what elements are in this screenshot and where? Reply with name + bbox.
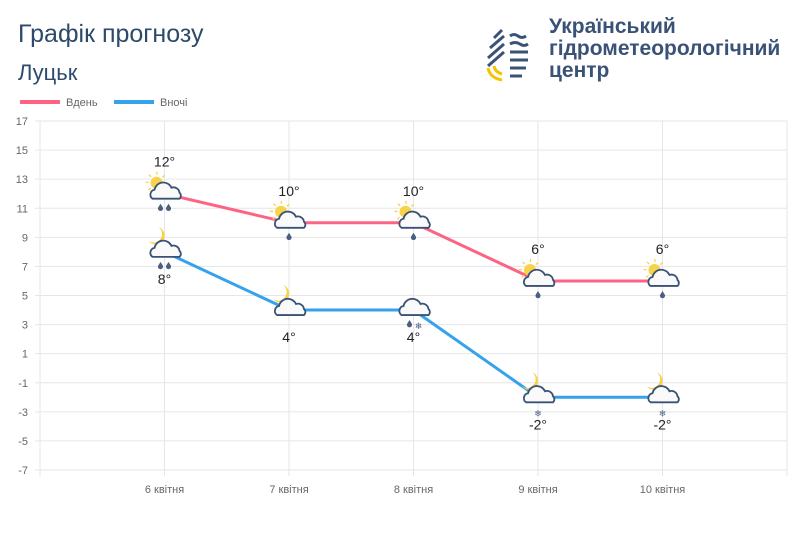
x-tick-label: 7 квітня	[269, 484, 308, 496]
y-tick-label: 1	[22, 349, 28, 361]
ray	[646, 261, 650, 265]
y-tick-label: -1	[18, 378, 28, 390]
y-tick-label: 5	[22, 291, 28, 303]
data-label: 4°	[407, 329, 420, 345]
rain-drop	[165, 203, 172, 212]
snowflake: ❄	[415, 321, 423, 331]
sun-cloud-rain-1-icon	[269, 200, 307, 241]
sun-cloud-rain-1-icon	[518, 258, 556, 299]
cloud	[274, 210, 307, 229]
city-name: Луцьк	[18, 60, 78, 85]
legend-label: Вдень	[66, 97, 98, 109]
ray	[521, 274, 525, 278]
rain-drop	[165, 261, 172, 270]
ray	[286, 203, 290, 207]
y-tick-label: 15	[16, 145, 28, 157]
y-tick-label: 7	[22, 261, 28, 273]
legend-swatch	[20, 100, 60, 104]
logo-line: гідрометеорологічний	[549, 37, 781, 60]
y-tick-label: 11	[17, 203, 28, 215]
moon	[646, 372, 663, 390]
y-tick-label: -5	[18, 436, 28, 448]
y-tick-label: -3	[18, 407, 28, 419]
sun-cloud-rain-2-icon	[145, 171, 182, 212]
legend-label: Вночі	[160, 97, 187, 109]
data-label: 6°	[656, 241, 669, 257]
data-label: 4°	[282, 329, 295, 345]
rain-drop	[535, 290, 541, 299]
ray	[522, 261, 526, 265]
legend-swatch	[114, 100, 154, 104]
ray	[272, 216, 276, 220]
rain-drop	[157, 261, 164, 270]
ray	[659, 262, 664, 266]
logo-line: Український	[549, 15, 676, 38]
moon	[522, 372, 539, 390]
moon-cloud-icon	[273, 285, 307, 316]
ray	[645, 274, 650, 278]
cloud-rain-snow-icon	[398, 297, 431, 328]
rain-drop	[406, 320, 413, 328]
rain-drop	[410, 232, 417, 241]
data-label: 8°	[158, 271, 171, 287]
data-label: 12°	[154, 154, 175, 170]
ray	[147, 187, 152, 191]
logo-line: центр	[549, 59, 610, 82]
rain-drop	[286, 232, 292, 241]
data-label: -2°	[529, 416, 547, 432]
data-label: 10°	[403, 183, 424, 199]
cloud	[647, 385, 680, 404]
cloud	[149, 181, 182, 200]
y-tick-label: -7	[18, 465, 28, 477]
moon-cloud-rain-2-icon	[148, 226, 182, 270]
ray	[273, 203, 277, 207]
data-label: 10°	[278, 183, 299, 199]
moon	[273, 285, 290, 303]
ray	[161, 174, 166, 178]
y-tick-label: 17	[16, 116, 28, 128]
x-tick-label: 8 квітня	[394, 484, 433, 496]
moon	[148, 226, 165, 245]
cloud	[523, 385, 556, 404]
data-label: 6°	[531, 241, 544, 257]
rain-drop	[157, 203, 164, 212]
y-tick-label: 3	[22, 320, 28, 332]
cloud	[274, 297, 307, 316]
moon-cloud-snow-icon	[522, 372, 556, 404]
cloud	[647, 268, 680, 287]
logo-icon	[486, 28, 529, 82]
page-title: Графік прогнозу	[18, 20, 204, 48]
snowflake: ❄	[659, 408, 667, 418]
cloud	[149, 239, 182, 258]
x-tick-label: 10 квітня	[640, 484, 686, 496]
snowflake: ❄	[534, 408, 542, 418]
ray	[410, 203, 415, 207]
x-tick-label: 9 квітня	[518, 484, 557, 496]
cloud	[398, 297, 431, 316]
sun-cloud-rain-1-icon	[394, 200, 431, 241]
ray	[396, 216, 401, 220]
y-tick-label: 9	[22, 232, 28, 244]
data-label: -2°	[653, 416, 671, 432]
ray	[535, 262, 539, 266]
ray	[397, 203, 401, 207]
ray	[148, 174, 152, 178]
sun-cloud-rain-1-icon	[643, 258, 680, 299]
moon-cloud-snow-icon	[646, 372, 680, 404]
cloud	[523, 268, 556, 287]
logo-text: Український гідрометеорологічний центр	[549, 16, 780, 82]
rain-drop	[659, 290, 666, 299]
y-tick-label: 13	[16, 174, 28, 186]
cloud	[398, 210, 431, 229]
x-tick-label: 6 квітня	[145, 484, 184, 496]
